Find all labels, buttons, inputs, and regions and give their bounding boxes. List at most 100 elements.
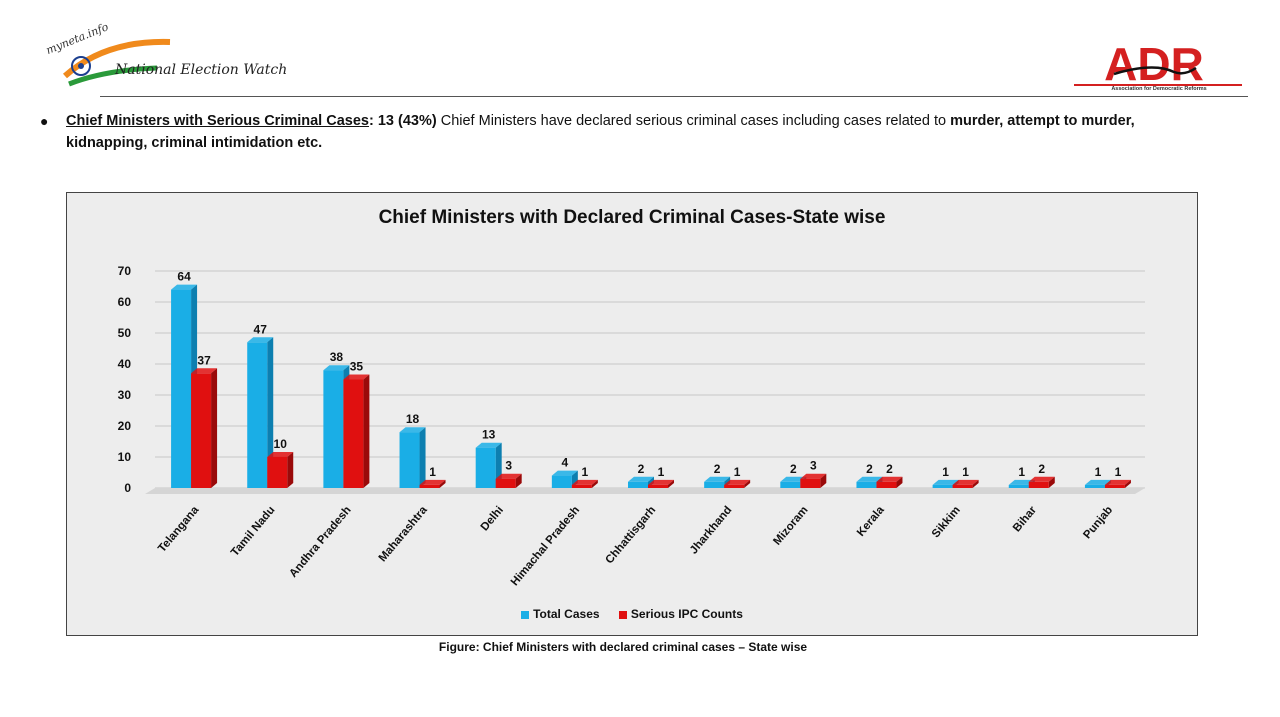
legend-item-serious: Serious IPC Counts	[618, 607, 743, 621]
y-tick-label: 20	[118, 419, 132, 433]
bar-serious-ipc-side	[972, 479, 979, 488]
bar-serious-ipc-side	[744, 479, 751, 488]
bar-serious-ipc	[724, 484, 745, 488]
data-label-total: 2	[714, 462, 721, 476]
bullet-icon: ●	[40, 113, 49, 129]
bar-total-cases-top	[323, 365, 350, 371]
data-label-total: 2	[866, 462, 873, 476]
bar-total-cases	[1008, 484, 1029, 488]
chart-floor	[145, 488, 1145, 494]
bar-total-cases	[1084, 484, 1105, 488]
bar-serious-ipc-side	[1124, 479, 1131, 488]
chart-title: Chief Ministers with Declared Criminal C…	[378, 207, 886, 228]
data-label-serious: 1	[429, 465, 436, 479]
x-tick-label: Kerala	[855, 504, 887, 539]
data-label-serious: 3	[810, 459, 817, 473]
bar-total-cases	[780, 481, 801, 488]
chart-legend: Total Cases Serious IPC Counts	[67, 607, 1197, 621]
bar-serious-ipc-top	[1028, 476, 1055, 482]
bar-total-cases	[628, 481, 648, 488]
summary-count: 13 (43%)	[377, 113, 437, 129]
bar-serious-ipc-top	[648, 479, 674, 485]
bar-serious-ipc	[191, 373, 212, 488]
bar-total-cases-top	[247, 337, 274, 343]
bar-total-cases-side	[267, 337, 274, 488]
bar-serious-ipc-top	[952, 479, 979, 485]
bar-total-cases-top	[399, 427, 426, 433]
summary-bullet: ● Chief Ministers with Serious Criminal …	[40, 110, 1200, 154]
data-label-serious: 3	[505, 459, 512, 473]
x-tick-label: Mizoram	[771, 504, 810, 547]
bar-total-cases	[932, 484, 953, 488]
bar-serious-ipc-top	[876, 476, 903, 482]
bar-total-cases-top	[1008, 479, 1035, 485]
x-tick-label: Bihar	[1011, 504, 1039, 535]
bar-serious-ipc	[267, 457, 288, 488]
adr-logo[interactable]: ADR Association for Democratic Reforms	[1074, 38, 1244, 96]
data-label-total: 18	[406, 412, 420, 426]
bar-serious-ipc	[1104, 484, 1125, 488]
y-tick-label: 10	[118, 450, 132, 464]
bar-total-cases	[399, 432, 420, 488]
data-label-serious: 1	[734, 465, 741, 479]
bar-serious-ipc	[419, 484, 440, 488]
bar-serious-ipc	[1028, 481, 1049, 488]
bar-serious-ipc-side	[363, 374, 370, 488]
adr-logo-subtitle: Association for Democratic Reforms	[1111, 86, 1207, 92]
data-label-total: 47	[254, 322, 268, 336]
bar-total-cases-top	[856, 476, 883, 482]
y-tick-label: 30	[118, 388, 132, 402]
figure-caption: Figure: Chief Ministers with declared cr…	[438, 640, 808, 654]
bar-total-cases-top	[171, 284, 198, 290]
bar-serious-ipc-top	[267, 452, 294, 457]
data-label-serious: 1	[962, 465, 969, 479]
adr-logo-letters: ADR	[1104, 38, 1204, 90]
nw-logo-emblem-icon	[62, 38, 171, 87]
bar-serious-ipc-top	[800, 473, 827, 479]
summary-bold-tail: murder, attempt to murder, kidnapping, c…	[66, 113, 1135, 151]
adr-swoosh-icon	[1074, 66, 1242, 86]
bar-total-cases	[704, 481, 725, 488]
data-label-total: 64	[177, 270, 191, 284]
x-tick-label: Telangana	[156, 504, 202, 555]
x-tick-label: Andhra Pradesh	[287, 504, 353, 580]
bar-serious-ipc-side	[287, 452, 294, 488]
bar-serious-ipc	[876, 481, 897, 488]
national-election-watch-logo[interactable]: myneta.info National Election Watch	[44, 20, 305, 90]
legend-label-serious: Serious IPC Counts	[630, 607, 743, 621]
bar-total-cases-top	[932, 479, 959, 485]
bar-total-cases	[171, 289, 192, 488]
data-label-serious: 2	[1038, 462, 1045, 476]
bar-serious-ipc-top	[343, 374, 370, 380]
x-tick-label: Sikkim	[930, 504, 963, 540]
bar-total-cases	[247, 342, 268, 488]
bar-total-cases-top	[628, 476, 654, 482]
data-label-total: 1	[1018, 465, 1025, 479]
chart-container: Chief Ministers with Declared Criminal C…	[66, 192, 1198, 636]
bar-serious-ipc-side	[1048, 476, 1055, 488]
x-tick-label: Delhi	[479, 504, 506, 533]
bar-serious-ipc-side	[515, 473, 522, 488]
bar-total-cases-side	[419, 427, 426, 488]
data-label-serious: 2	[886, 462, 893, 476]
bar-total-cases-top	[1084, 479, 1111, 485]
header-divider	[100, 96, 1248, 97]
y-tick-label: 60	[118, 295, 132, 309]
bar-serious-ipc-top	[191, 368, 218, 374]
legend-swatch-total	[521, 610, 530, 619]
bar-serious-ipc-top	[724, 479, 751, 485]
data-label-total: 38	[330, 350, 344, 364]
data-label-serious: 37	[197, 353, 211, 367]
page-header: myneta.info National Election Watch ADR …	[0, 0, 1280, 100]
bar-total-cases	[475, 447, 496, 488]
bar-total-cases-top	[780, 476, 807, 482]
bar-total-cases	[323, 370, 344, 488]
data-label-total: 13	[482, 428, 496, 442]
summary-text: Chief Ministers have declared serious cr…	[436, 113, 951, 129]
data-label-serious: 1	[658, 465, 665, 479]
bar-serious-ipc	[495, 478, 516, 488]
bar-serious-ipc-side	[591, 479, 598, 488]
bar-total-cases	[551, 475, 572, 488]
bar-serious-ipc-top	[419, 479, 446, 485]
x-tick-label: Tamil Nadu	[229, 504, 277, 559]
